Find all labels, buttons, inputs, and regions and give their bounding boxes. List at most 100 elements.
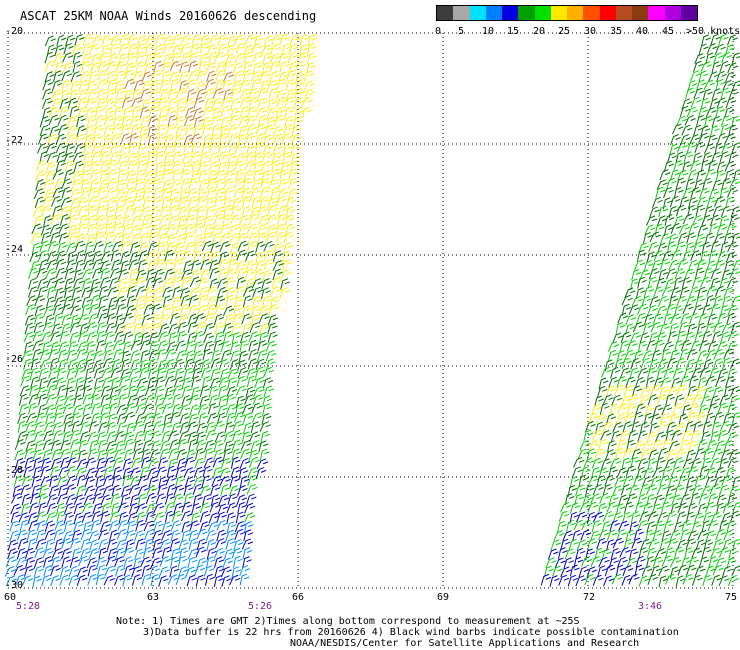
wind-barb <box>213 195 225 207</box>
wind-barb <box>700 431 711 443</box>
wind-barb <box>65 386 75 399</box>
wind-barb <box>175 125 186 137</box>
wind-barb <box>175 465 186 478</box>
wind-barb <box>187 321 198 334</box>
wind-barb <box>201 366 212 379</box>
wind-barb <box>239 340 249 353</box>
wind-barb <box>673 305 684 318</box>
wind-barb <box>115 295 127 308</box>
wind-barb <box>563 557 574 569</box>
wind-barb <box>194 448 205 460</box>
wind-barb <box>111 123 123 135</box>
wind-barb <box>32 330 44 342</box>
wind-barb <box>191 34 202 47</box>
wind-barb <box>241 403 254 415</box>
wind-barb <box>169 439 180 451</box>
wind-barb <box>44 314 55 327</box>
wind-barb <box>50 439 62 452</box>
wind-barb <box>677 475 688 488</box>
wind-barb <box>156 466 168 478</box>
wind-barb <box>610 547 621 560</box>
wind-barb <box>183 484 194 496</box>
wind-barb <box>118 393 128 406</box>
wind-barb <box>26 529 37 541</box>
wind-barb <box>698 493 709 505</box>
wind-barb <box>235 169 245 182</box>
wind-barb <box>171 510 183 523</box>
wind-barb <box>704 501 716 513</box>
wind-barb <box>643 467 655 479</box>
wind-barb <box>49 214 62 225</box>
wind-barb <box>129 132 139 146</box>
wind-barb <box>71 286 82 299</box>
wind-barb <box>199 395 210 408</box>
wind-barb <box>85 457 97 469</box>
wind-barb <box>558 547 568 560</box>
wind-barb <box>40 465 51 478</box>
wind-barb <box>624 501 634 514</box>
wind-barb <box>188 394 200 406</box>
wind-barb <box>255 123 267 135</box>
wind-barb <box>280 278 291 291</box>
wind-barb <box>710 277 721 290</box>
wind-barb <box>658 575 669 588</box>
wind-barb <box>32 339 44 351</box>
wind-barb <box>161 168 173 181</box>
wind-barb <box>39 116 51 128</box>
wind-barb <box>185 340 196 353</box>
wind-barb <box>200 34 211 47</box>
wind-barb <box>218 395 228 408</box>
wind-barb <box>48 106 60 118</box>
wind-barb <box>201 124 213 136</box>
wind-barb <box>270 187 281 200</box>
wind-barb <box>89 539 100 551</box>
wind-barb <box>608 557 619 569</box>
wind-barb <box>237 359 248 372</box>
wind-barb <box>188 60 199 73</box>
wind-barb <box>645 484 658 496</box>
wind-barb <box>601 520 612 533</box>
wind-barb <box>267 314 279 326</box>
wind-barb <box>133 322 144 335</box>
wind-barb <box>705 52 716 65</box>
wind-barb <box>201 142 212 154</box>
wind-barb <box>246 106 258 118</box>
wind-barb <box>700 159 711 172</box>
wind-barb <box>690 429 701 442</box>
wind-barb <box>708 556 719 568</box>
wind-barb <box>262 366 274 378</box>
wind-barb <box>53 70 64 83</box>
wind-barb <box>281 151 292 164</box>
wind-barb <box>58 484 69 497</box>
wind-barb <box>299 34 310 46</box>
wind-barb <box>36 386 48 398</box>
wind-barb <box>115 547 126 560</box>
wind-barb <box>161 546 172 559</box>
wind-barb <box>697 224 709 236</box>
wind-barb <box>231 566 242 579</box>
wind-barb <box>86 223 97 236</box>
wind-barb <box>690 340 702 352</box>
wind-barb <box>219 132 229 145</box>
wind-barb <box>228 259 238 272</box>
wind-barb <box>703 143 716 154</box>
wind-barb <box>684 547 694 560</box>
wind-barb <box>46 493 58 505</box>
wind-barb <box>226 286 236 299</box>
wind-barb <box>690 96 702 108</box>
wind-barb <box>225 403 237 415</box>
wind-barb <box>158 331 170 343</box>
wind-barb <box>186 574 197 587</box>
wind-barb <box>710 33 721 46</box>
wind-barb <box>120 124 131 136</box>
wind-barb <box>294 107 304 120</box>
wind-barb <box>153 511 165 523</box>
wind-barb <box>19 385 31 397</box>
wind-barb <box>97 196 108 209</box>
wind-barb <box>193 494 203 507</box>
wind-barb <box>192 483 204 495</box>
wind-barb <box>554 557 566 569</box>
wind-barb <box>165 367 176 380</box>
wind-barb <box>275 231 286 244</box>
wind-barb <box>680 375 691 388</box>
